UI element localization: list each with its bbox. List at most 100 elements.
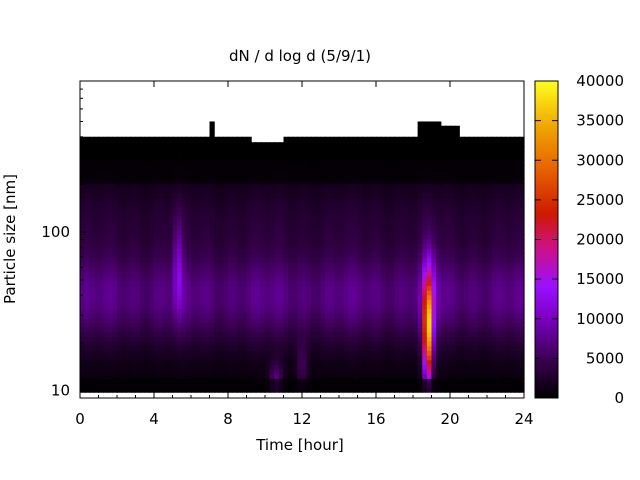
heatmap-cell xyxy=(84,201,90,208)
heatmap-cell xyxy=(422,178,428,184)
heatmap-cell xyxy=(246,206,252,212)
heatmap-cell xyxy=(112,248,118,254)
heatmap-cell xyxy=(112,327,118,333)
heatmap-cell xyxy=(186,238,192,245)
heatmap-cell xyxy=(436,174,442,180)
heatmap-cell xyxy=(195,387,201,393)
heatmap-cell xyxy=(158,160,164,166)
heatmap-cell xyxy=(306,187,312,194)
heatmap-cell xyxy=(237,378,243,384)
heatmap-cell xyxy=(454,303,460,310)
heatmap-cell xyxy=(232,206,238,212)
heatmap-cell xyxy=(117,345,123,351)
heatmap-cell xyxy=(117,257,123,263)
heatmap-cell xyxy=(389,262,396,268)
heatmap-cell xyxy=(218,146,224,152)
heatmap-cell xyxy=(394,364,400,370)
heatmap-cell xyxy=(181,290,187,296)
heatmap-cell xyxy=(352,350,359,356)
heatmap-cell xyxy=(473,136,479,143)
heatmap-cell xyxy=(459,294,465,300)
heatmap-cell xyxy=(163,308,169,314)
heatmap-cell xyxy=(112,211,118,217)
heatmap-cell xyxy=(274,266,280,273)
heatmap-cell xyxy=(473,313,479,319)
heatmap-cell xyxy=(408,280,414,286)
heatmap-cell xyxy=(468,387,474,393)
heatmap-cell xyxy=(251,341,257,347)
heatmap-cell xyxy=(288,211,294,217)
heatmap-cell xyxy=(436,211,442,217)
heatmap-cell xyxy=(473,322,479,328)
heatmap-cells xyxy=(80,121,525,393)
heatmap-cell xyxy=(357,174,363,180)
heatmap-cell xyxy=(255,211,261,217)
heatmap-cell xyxy=(130,197,137,203)
heatmap-cell xyxy=(144,234,150,240)
heatmap-cell xyxy=(320,243,326,249)
heatmap-cell xyxy=(167,387,174,393)
heatmap-cell xyxy=(445,248,451,254)
heatmap-cell xyxy=(362,368,368,375)
heatmap-cell xyxy=(302,303,308,310)
heatmap-cell xyxy=(371,327,377,333)
heatmap-cell xyxy=(130,160,137,166)
heatmap-cell xyxy=(325,164,331,170)
heatmap-cell xyxy=(343,169,349,175)
heatmap-cell xyxy=(260,155,266,161)
heatmap-cell xyxy=(311,201,317,208)
heatmap-cell xyxy=(334,327,340,333)
heatmap-cell xyxy=(93,271,100,277)
heatmap-cell xyxy=(399,350,405,356)
heatmap-cell xyxy=(140,211,146,217)
heatmap-cell xyxy=(158,294,164,300)
heatmap-cell xyxy=(209,201,215,208)
heatmap-cell xyxy=(371,322,377,328)
heatmap-cell xyxy=(426,206,433,212)
heatmap-cell xyxy=(93,359,100,365)
heatmap-cell xyxy=(334,355,340,361)
heatmap-cell xyxy=(473,285,479,291)
heatmap-cell xyxy=(200,146,206,152)
heatmap-cell xyxy=(117,350,123,356)
heatmap-cell xyxy=(399,331,405,338)
heatmap-cell xyxy=(255,350,261,356)
heatmap-cell xyxy=(204,331,211,338)
heatmap-cell xyxy=(292,183,298,189)
heatmap-cell xyxy=(154,243,160,249)
heatmap-cell xyxy=(399,378,405,384)
heatmap-cell xyxy=(223,373,229,379)
heatmap-cell xyxy=(135,238,141,245)
heatmap-cell xyxy=(84,243,90,249)
heatmap-cell xyxy=(343,257,349,263)
heatmap-cell xyxy=(371,192,377,198)
heatmap-cell xyxy=(283,183,289,189)
heatmap-cell xyxy=(149,238,155,245)
heatmap-cell xyxy=(366,341,372,347)
heatmap-cell xyxy=(343,294,349,300)
heatmap-cell xyxy=(389,294,396,300)
heatmap-cell xyxy=(149,378,155,384)
heatmap-cell xyxy=(241,238,248,245)
heatmap-cell xyxy=(200,355,206,361)
heatmap-cell xyxy=(103,183,109,189)
heatmap-cell xyxy=(121,303,127,310)
heatmap-cell xyxy=(445,382,451,389)
heatmap-cell xyxy=(98,341,104,347)
heatmap-cell xyxy=(459,174,465,180)
heatmap-cell xyxy=(237,303,243,310)
heatmap-cell xyxy=(348,225,354,231)
heatmap-cell xyxy=(191,322,197,328)
heatmap-cell xyxy=(454,164,460,170)
heatmap-cell xyxy=(463,206,470,212)
heatmap-cell xyxy=(394,150,400,157)
heatmap-cell xyxy=(278,327,285,333)
heatmap-cell xyxy=(274,252,280,259)
heatmap-cell xyxy=(399,220,405,226)
heatmap-cell xyxy=(269,187,275,194)
heatmap-cell xyxy=(348,155,354,161)
heatmap-cell xyxy=(477,387,483,393)
heatmap-cell xyxy=(191,192,197,198)
heatmap-cell xyxy=(274,248,280,254)
heatmap-cell xyxy=(357,280,363,286)
